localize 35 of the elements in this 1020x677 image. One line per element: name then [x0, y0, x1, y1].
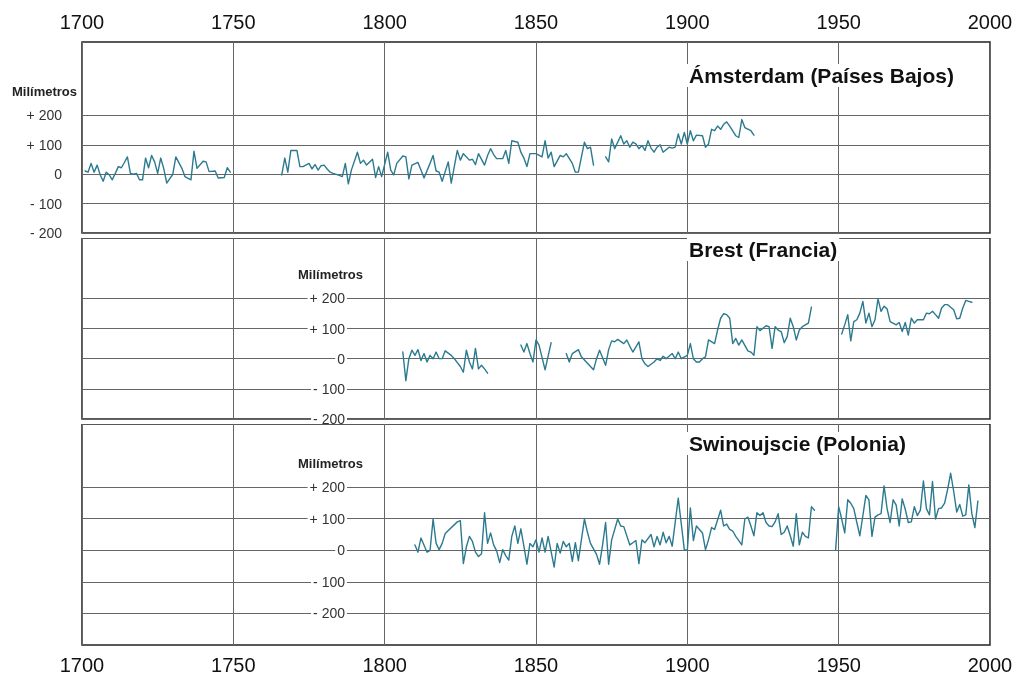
y-tick-label: - 100 [313, 573, 346, 590]
x2-tick-label: 1900 [665, 11, 710, 33]
text: Ámsterdam (Países Bajos) [689, 64, 954, 87]
y-tick-label: - 200 [313, 411, 346, 427]
chart-title: Brest (Francia) [689, 238, 838, 261]
y-axis-title: Milímetros [12, 84, 78, 100]
x2-tick-label: 2000 [967, 11, 1013, 33]
y-tick-label: + 200 [309, 290, 346, 307]
x2-tick-label: 1750 [211, 11, 256, 33]
y-tick-label: - 200 [30, 225, 63, 241]
y-tick-label: 0 [337, 350, 346, 367]
y-axis-title: Milímetros [298, 456, 364, 472]
x-tick-label: 1750 [211, 654, 256, 676]
y-tick-label: + 100 [309, 510, 346, 527]
x-tick-label: 1950 [816, 654, 861, 676]
x-tick-label: 1700 [59, 654, 105, 676]
x-tick-label: 1850 [513, 654, 559, 676]
x2-tick-label: 1700 [59, 11, 105, 33]
y-tick-label: - 100 [313, 380, 346, 397]
y-tick-label: + 200 [309, 479, 346, 496]
x2-tick-label: 1950 [816, 11, 861, 33]
y-tick-label: - 200 [313, 605, 346, 622]
y-tick-label: - 100 [30, 195, 63, 212]
y-tick-label: + 100 [309, 320, 346, 337]
x-tick-label: 1800 [362, 654, 407, 676]
x2-tick-label: 1850 [513, 11, 559, 33]
y-tick-label: + 200 [26, 107, 63, 124]
y-tick-label: 0 [54, 166, 63, 183]
y-axis-title: Milímetros [298, 267, 364, 283]
chart-title: Swinoujscie (Polonia) [689, 432, 907, 455]
x2-tick-label: 1800 [362, 11, 407, 33]
y-tick-label: 0 [337, 542, 346, 559]
x-tick-label: 1900 [665, 654, 710, 676]
x-tick-label: 2000 [967, 654, 1013, 676]
y-tick-label: + 100 [26, 136, 63, 153]
